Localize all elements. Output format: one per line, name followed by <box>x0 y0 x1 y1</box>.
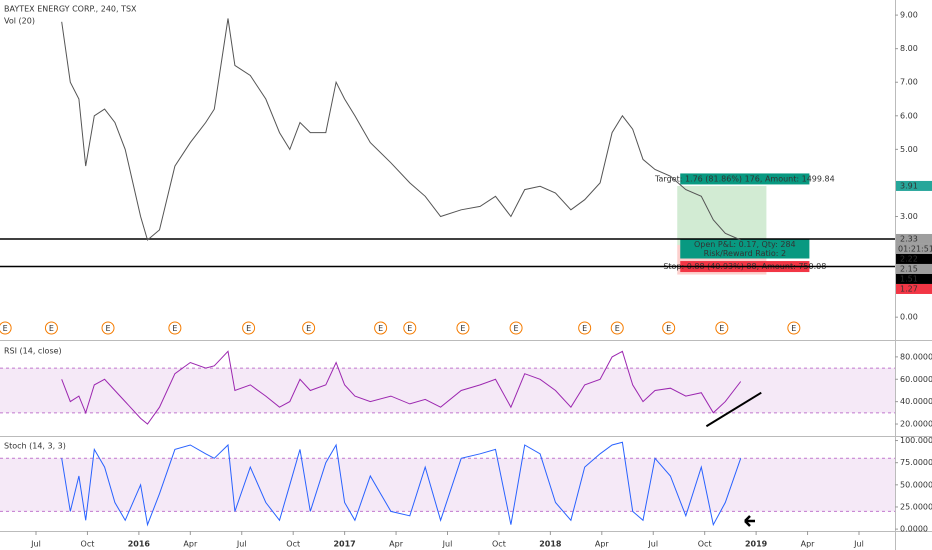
position-label: Open P&L: 0.17, Qty: 284 <box>694 240 796 249</box>
y-tick-label: 8.00 <box>900 44 918 53</box>
x-tick-label: Jul <box>853 540 864 549</box>
x-tick-label: Jul <box>442 540 453 549</box>
price-badge-label: 1.51 <box>900 274 918 283</box>
x-tick-label: 2017 <box>333 540 355 549</box>
price-badge-label: 1.27 <box>900 284 918 293</box>
earnings-label: E <box>105 324 110 333</box>
band <box>0 458 895 512</box>
earnings-marker <box>44 321 58 335</box>
earnings-label: E <box>407 324 412 333</box>
earnings-label: E <box>582 324 587 333</box>
price-badge-label: 2.22 <box>900 254 918 263</box>
earnings-label: E <box>378 324 383 333</box>
y-tick-label: 40.0000 <box>900 397 932 406</box>
x-tick-label: 2016 <box>128 540 151 549</box>
pane-title: Stoch (14, 3, 3) <box>4 442 66 451</box>
position-label: Target: 1.76 (81.86%) 176, Amount: 1499.… <box>654 174 835 183</box>
earnings-marker <box>787 321 801 335</box>
price-badge <box>896 283 932 294</box>
earnings-marker <box>610 321 624 335</box>
earnings-label: E <box>791 324 796 333</box>
earnings-label: E <box>460 324 465 333</box>
earnings-label: E <box>666 324 671 333</box>
earnings-marker <box>168 321 182 335</box>
position-label-box <box>680 173 810 185</box>
y-tick-label: 7.00 <box>900 78 918 87</box>
x-tick-label: Jul <box>236 540 247 549</box>
price-badge <box>896 263 932 274</box>
earnings-marker <box>302 321 316 335</box>
band <box>0 368 895 413</box>
x-tick-label: Oct <box>492 540 506 549</box>
earnings-marker <box>101 321 115 335</box>
earnings-marker <box>374 321 388 335</box>
y-tick-label: 0.00 <box>900 313 918 322</box>
earnings-label: E <box>306 324 311 333</box>
x-tick-label: Oct <box>698 540 712 549</box>
series-line <box>61 18 741 241</box>
y-tick-label: 6.00 <box>900 111 918 120</box>
countdown-badge <box>896 243 932 254</box>
y-tick-label: 100.0000 <box>900 436 932 445</box>
series-line <box>61 441 742 527</box>
y-tick-label: 0.0000 <box>900 525 928 534</box>
earnings-marker <box>578 321 592 335</box>
earnings-marker <box>0 321 12 335</box>
arrow <box>744 515 755 527</box>
earnings-marker <box>456 321 470 335</box>
price-badge-label: 3.91 <box>900 181 918 190</box>
earnings-marker <box>509 321 523 335</box>
earnings-marker <box>242 321 256 335</box>
earnings-label: E <box>172 324 177 333</box>
earnings-marker <box>662 321 676 335</box>
y-tick-label: 9.00 <box>900 11 918 20</box>
series-line <box>61 350 742 425</box>
earnings-label: E <box>514 324 519 333</box>
price-badge <box>896 233 932 244</box>
earnings-marker <box>403 321 417 335</box>
y-tick-label: 5.00 <box>900 145 918 154</box>
trend-line <box>705 391 762 428</box>
x-tick-label: Apr <box>183 540 198 549</box>
y-tick-label: 60.0000 <box>900 375 932 384</box>
x-tick-label: Apr <box>595 540 610 549</box>
x-tick-label: Oct <box>81 540 95 549</box>
price-badge <box>896 253 932 264</box>
price-badge-label: 2.15 <box>900 264 918 273</box>
y-tick-label: 80.0000 <box>900 352 932 361</box>
target-zone <box>677 185 767 246</box>
earnings-label: E <box>3 324 8 333</box>
x-tick-label: Apr <box>801 540 816 549</box>
x-tick-label: 2018 <box>539 540 562 549</box>
y-tick-label: 25.0000 <box>900 502 932 511</box>
pane-subtitle: Vol (20) <box>4 17 35 26</box>
y-tick-label: 50.0000 <box>900 480 932 489</box>
x-tick-label: Oct <box>286 540 300 549</box>
earnings-label: E <box>49 324 54 333</box>
y-tick-label: 20.0000 <box>900 420 932 429</box>
position-label-box <box>680 239 810 259</box>
earnings-label: E <box>615 324 620 333</box>
earnings-marker <box>715 321 729 335</box>
x-tick-label: 2019 <box>745 540 768 549</box>
y-tick-label: 3.00 <box>900 212 918 221</box>
price-badge-label: 2.33 <box>900 234 918 243</box>
countdown-label: 01:21:51 <box>898 244 932 253</box>
pane-title: RSI (14, close) <box>4 347 62 356</box>
earnings-label: E <box>719 324 724 333</box>
price-badge <box>896 273 932 284</box>
y-tick-label: 75.0000 <box>900 458 932 467</box>
x-tick-label: Jul <box>647 540 658 549</box>
x-tick-label: Apr <box>389 540 404 549</box>
pane-title: BAYTEX ENERGY CORP., 240, TSX <box>4 5 137 14</box>
x-tick-label: Jul <box>30 540 41 549</box>
price-badge <box>896 180 932 191</box>
earnings-label: E <box>246 324 251 333</box>
position-label: Risk/Reward Ratio: 2 <box>704 249 786 258</box>
